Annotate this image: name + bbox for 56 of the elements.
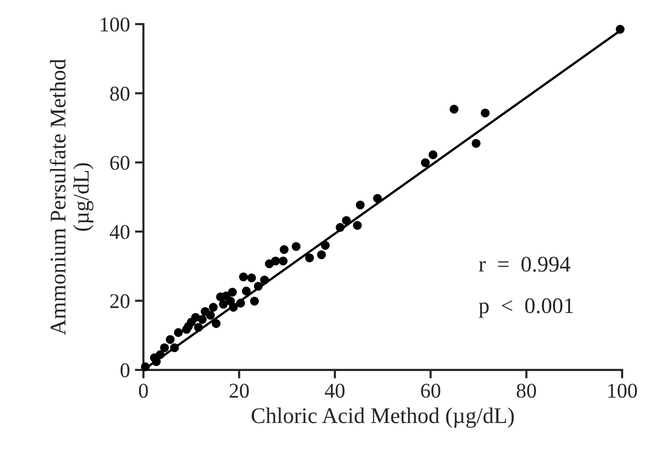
point xyxy=(342,216,351,225)
point xyxy=(184,322,193,331)
point xyxy=(420,158,430,168)
point xyxy=(239,272,248,282)
point xyxy=(254,282,263,291)
x-axis-title: Chloric Acid Method (µg/dL) xyxy=(252,408,514,428)
x-tick-label: 100 xyxy=(608,384,637,398)
point xyxy=(174,328,183,337)
point xyxy=(356,200,365,210)
y-axis-title: Ammonium Persulfate Method (µg/dL) xyxy=(50,59,94,336)
point xyxy=(160,343,169,352)
point xyxy=(228,288,237,296)
point xyxy=(450,104,458,114)
point xyxy=(236,298,245,308)
point xyxy=(616,24,625,34)
y-tick-label: 0 xyxy=(120,363,130,378)
point xyxy=(292,242,301,251)
point xyxy=(229,302,238,312)
point xyxy=(208,302,218,312)
point xyxy=(280,245,289,254)
point xyxy=(206,310,215,320)
point xyxy=(336,223,345,232)
point xyxy=(218,300,228,309)
point xyxy=(250,296,259,306)
annotation: r = 0.994 xyxy=(478,256,570,272)
point xyxy=(198,315,207,324)
point xyxy=(242,286,251,296)
point xyxy=(140,362,150,372)
point xyxy=(260,276,269,284)
y-tick-label: 100 xyxy=(100,17,130,32)
point xyxy=(170,343,179,352)
point xyxy=(194,322,203,332)
point xyxy=(480,108,490,118)
point xyxy=(271,256,280,266)
x-tick-label: 0 xyxy=(139,384,148,398)
point xyxy=(166,335,175,344)
annotation: p < 0.001 xyxy=(478,298,574,318)
point xyxy=(212,319,221,328)
y-tick-label: 80 xyxy=(110,86,130,101)
point xyxy=(305,253,314,262)
x-tick-label: 40 xyxy=(324,384,345,398)
y-tick-label: 20 xyxy=(110,294,130,308)
y-tick-label: 40 xyxy=(110,224,130,240)
point xyxy=(317,250,326,260)
y-tick-label: 60 xyxy=(110,156,130,170)
point xyxy=(472,139,480,148)
x-tick-label: 60 xyxy=(421,384,440,398)
point xyxy=(352,220,362,230)
point xyxy=(428,150,438,160)
point xyxy=(320,241,330,250)
x-tick-label: 20 xyxy=(230,384,249,398)
x-tick-label: 80 xyxy=(516,384,536,398)
point xyxy=(373,194,382,203)
point xyxy=(278,256,288,266)
point xyxy=(247,274,256,282)
point xyxy=(156,350,165,360)
